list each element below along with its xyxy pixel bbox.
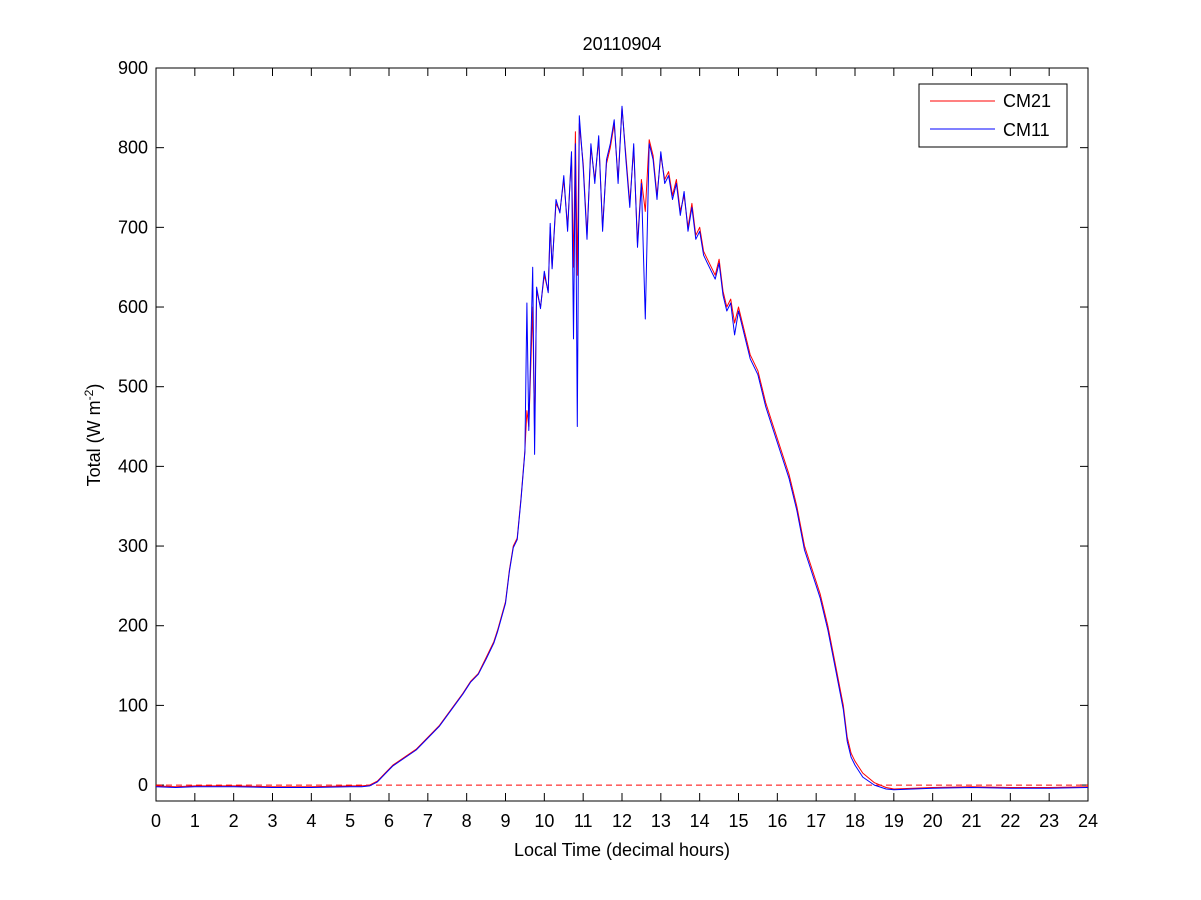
x-tick-label: 7	[423, 811, 433, 831]
y-tick-label: 200	[118, 616, 148, 636]
y-tick-label: 0	[138, 775, 148, 795]
x-tick-label: 18	[845, 811, 865, 831]
x-tick-label: 2	[229, 811, 239, 831]
x-tick-label: 0	[151, 811, 161, 831]
x-tick-label: 12	[612, 811, 632, 831]
y-tick-label: 300	[118, 536, 148, 556]
x-tick-label: 5	[345, 811, 355, 831]
y-tick-label: 100	[118, 695, 148, 715]
x-tick-label: 13	[651, 811, 671, 831]
x-tick-label: 6	[384, 811, 394, 831]
legend-label-cm11: CM11	[1003, 120, 1050, 140]
x-tick-label: 4	[306, 811, 316, 831]
x-tick-label: 1	[190, 811, 200, 831]
legend-label-cm21: CM21	[1003, 91, 1051, 111]
legend-box	[918, 83, 1068, 148]
x-tick-label: 16	[767, 811, 787, 831]
y-tick-label: 800	[118, 138, 148, 158]
x-tick-label: 23	[1039, 811, 1059, 831]
y-axis-label-main: Total (W m	[84, 400, 104, 486]
y-axis-label-superscript: -2	[82, 389, 96, 400]
plot-area	[155, 67, 1089, 802]
x-tick-label: 10	[534, 811, 554, 831]
y-tick-label: 400	[118, 456, 148, 476]
x-tick-label: 14	[690, 811, 710, 831]
y-tick-label: 600	[118, 297, 148, 317]
y-axis-label-tail: )	[84, 384, 104, 390]
x-axis-label: Local Time (decimal hours)	[514, 840, 730, 860]
y-tick-label: 900	[118, 58, 148, 78]
y-tick-label: 700	[118, 217, 148, 237]
x-tick-label: 20	[923, 811, 943, 831]
x-tick-label: 3	[267, 811, 277, 831]
x-tick-label: 21	[961, 811, 981, 831]
axis-ticks: 0 1 2 3 4 5 6 7 8 9 10 11 12 13 14 15 16 17 18 19 20 21 22 23 24…	[118, 58, 1098, 831]
chart-title: 20110904	[583, 34, 662, 54]
series-line-cm11	[155, 105, 1089, 791]
x-tick-label: 11	[574, 811, 593, 831]
x-tick-label: 8	[462, 811, 472, 831]
series-layer	[155, 105, 1089, 791]
legend: CM21 CM11	[918, 83, 1068, 148]
x-tick-label: 24	[1078, 811, 1098, 831]
x-tick-label: 19	[884, 811, 904, 831]
x-tick-label: 9	[500, 811, 510, 831]
y-axis-label: Total (W m-2)	[82, 384, 104, 487]
x-tick-label: 15	[728, 811, 748, 831]
x-tick-label: 22	[1000, 811, 1020, 831]
x-tick-label: 17	[806, 811, 826, 831]
y-tick-label: 500	[118, 377, 148, 397]
